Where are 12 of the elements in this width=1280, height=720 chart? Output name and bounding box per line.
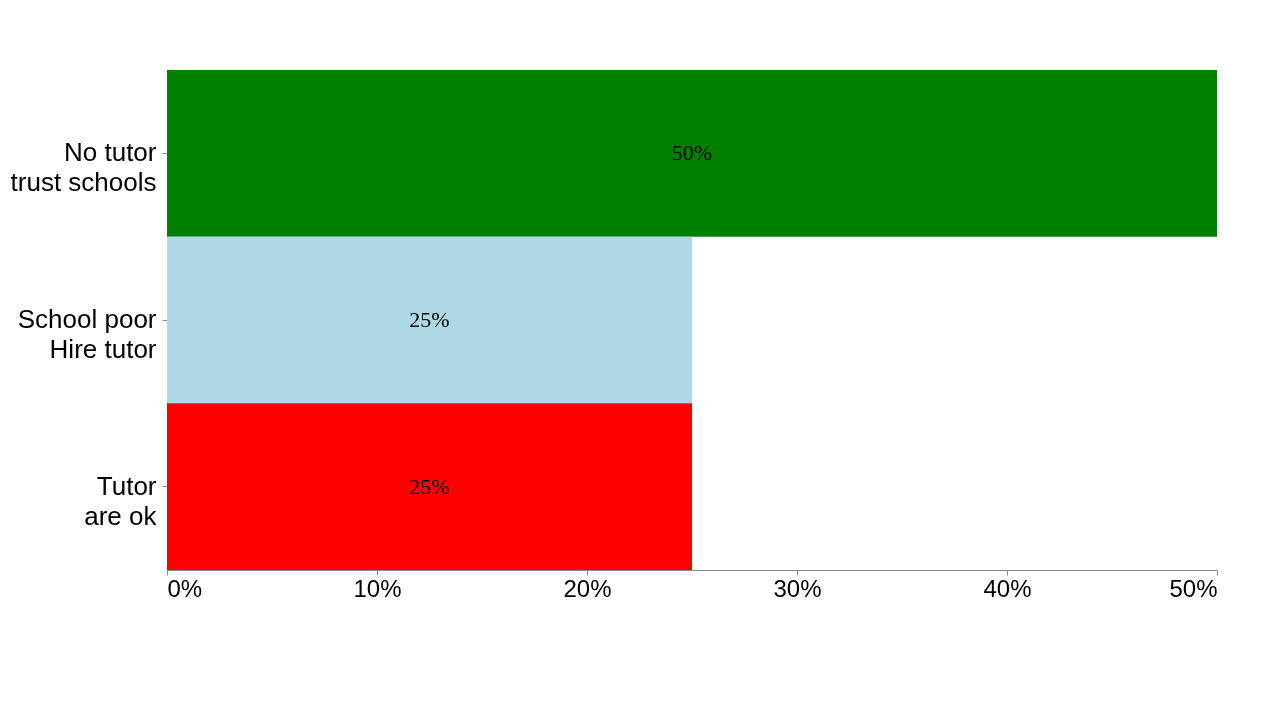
x-tick-label: 20% [563, 574, 612, 602]
data-label: 25% [409, 307, 450, 332]
data-label: 25% [409, 473, 450, 499]
y-tick-label: Tutor are ok [84, 470, 158, 531]
x-tick-label: 50% [1169, 574, 1218, 602]
x-tick-label: 40% [983, 574, 1032, 602]
x-tick-label: 0% [167, 574, 203, 602]
y-tick-label: No tutor trust schools [10, 137, 157, 198]
data-label: 50% [671, 140, 713, 166]
x-tick-label: 10% [353, 574, 402, 602]
x-tick-label: 30% [773, 574, 822, 602]
y-tick-label: School poor Hire tutor [17, 304, 157, 364]
